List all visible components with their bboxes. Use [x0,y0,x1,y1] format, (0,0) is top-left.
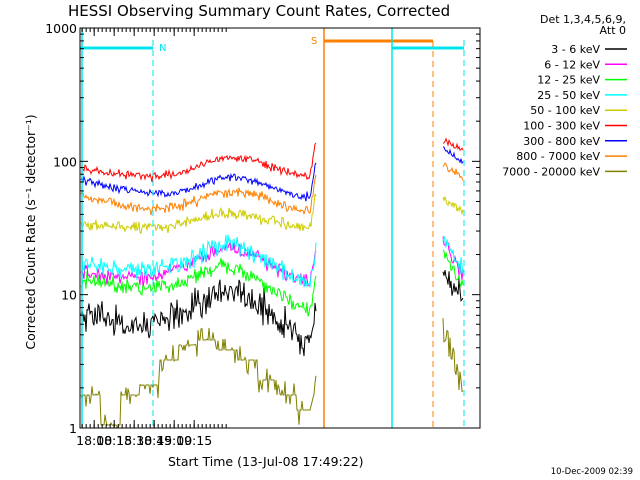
series-line-right-3 [442,235,464,275]
series-line-right-5 [442,137,464,151]
saa-flag-label: S [311,36,317,47]
legend-label: 7000 - 20000 keV [502,165,600,178]
legend-label: 6 - 12 keV [544,58,600,71]
series-line-right-7 [442,162,464,181]
legend-label: 25 - 50 keV [537,89,600,102]
y-tick-label: 10 [61,288,77,303]
legend-header: Det 1,3,4,5,6,9, [540,13,626,26]
legend-label: 3 - 6 keV [551,43,600,56]
y-axis-label-text: Corrected Count Rate (s⁻¹ detector⁻¹) [23,114,38,349]
y-tick-label: 1000 [45,21,77,36]
legend-label: 50 - 100 keV [530,104,600,117]
series-line-right-8 [442,318,464,393]
series-line-right-0 [442,270,464,302]
plot-frame [79,27,481,429]
legend: Det 1,3,4,5,6,9,Att 03 - 6 keV 6 - 12 keV… [502,13,627,178]
series-line-0 [80,279,317,357]
x-tick-label: 18:30 [116,433,152,448]
series-line-4 [80,193,317,235]
plot-area: NS [80,28,465,428]
series-line-6 [80,162,317,202]
x-axis-label: Start Time (13-Jul-08 17:49:22) [168,454,364,469]
y-tick-label: 1 [69,421,77,436]
series-line-3 [80,234,317,288]
chart-title: HESSI Observing Summary Count Rates, Cor… [68,2,450,20]
series-line-5 [80,142,317,183]
series-line-8 [80,327,317,428]
timestamp: 10-Dec-2009 02:39 [551,467,633,477]
series-line-right-2 [442,249,464,289]
series-line-right-6 [442,146,464,165]
x-tick-label: 19:15 [176,433,212,448]
legend-label: 100 - 300 keV [523,120,600,133]
y-tick-label: 100 [53,154,77,169]
series-line-7 [80,174,317,216]
legend-label: 800 - 7000 keV [516,150,600,163]
legend-label: 300 - 800 keV [523,135,600,148]
night-flag-label: N [159,43,166,54]
x-tick-label: 18:15 [96,433,132,448]
y-axis-label: Corrected Count Rate (s⁻¹ detector⁻¹) [23,114,38,349]
legend-label: 12 - 25 keV [537,74,600,87]
series-line-right-4 [442,195,464,216]
x-tick-label: 18:45 [136,433,172,448]
x-tick-label: 19:00 [156,433,192,448]
legend-header: Att 0 [600,24,626,37]
x-tick-label: 18:00 [76,433,112,448]
series-line-2 [80,257,317,317]
